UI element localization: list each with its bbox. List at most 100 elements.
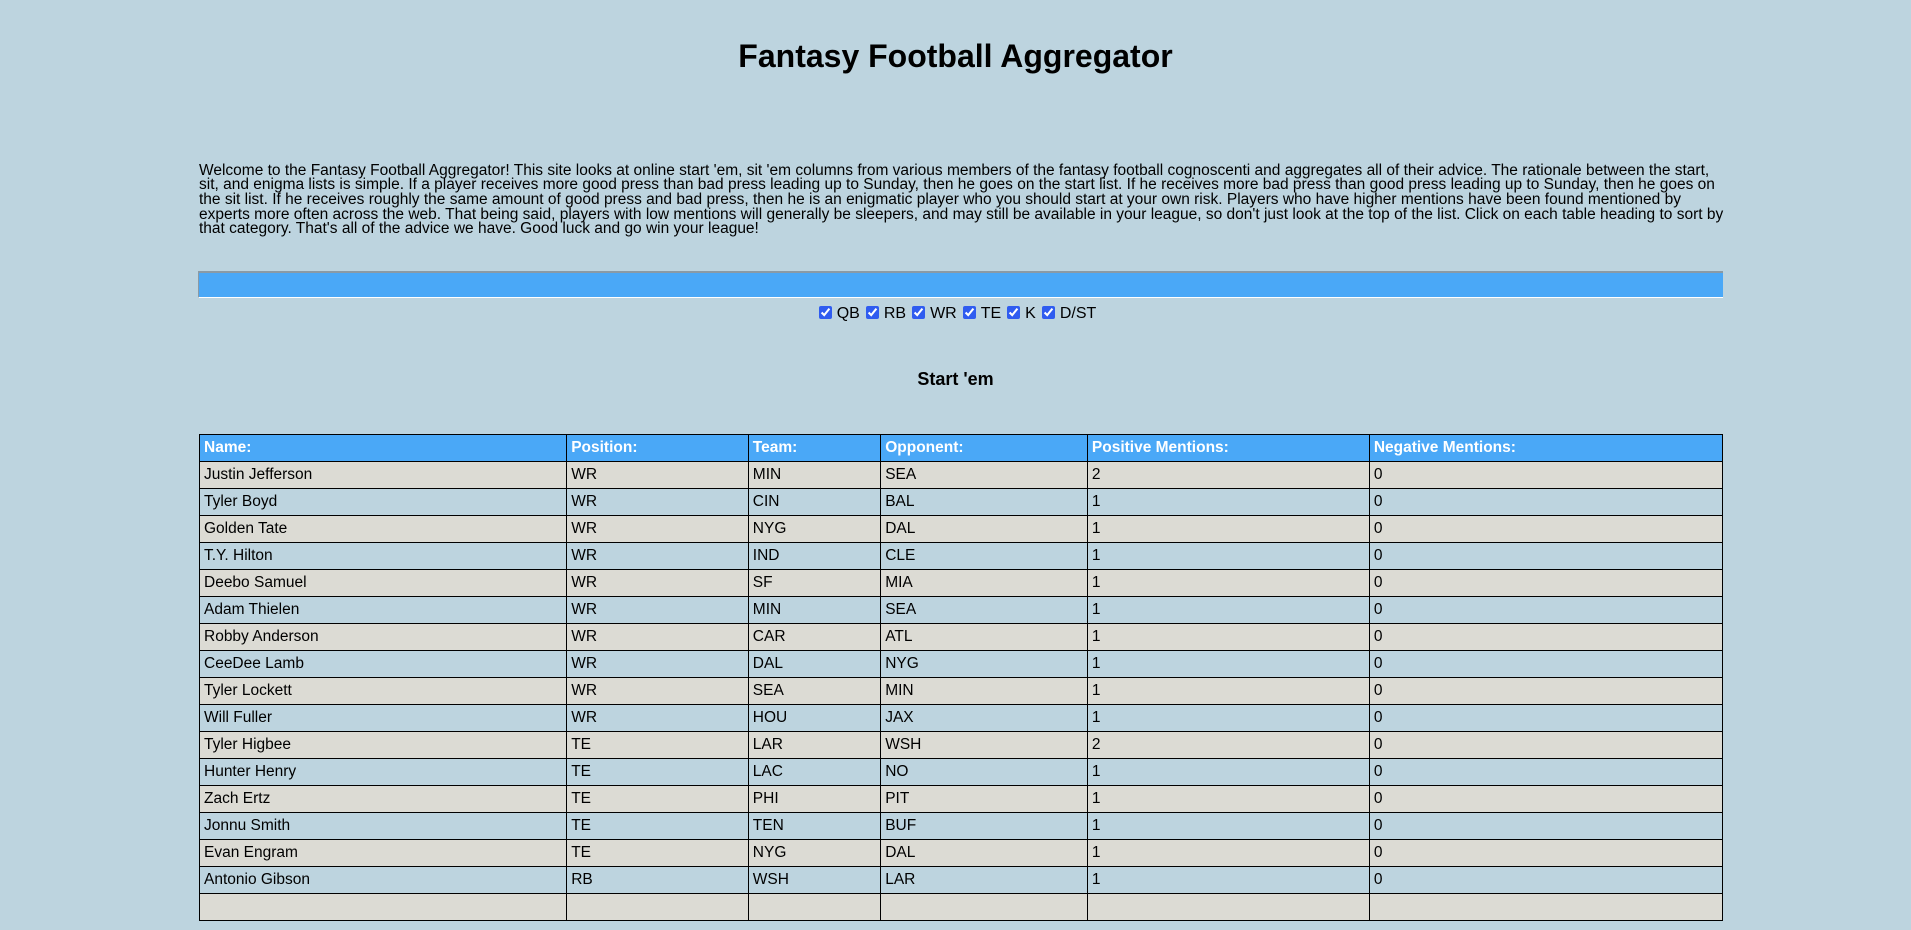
- table-cell: 1: [1086, 758, 1370, 786]
- table-cell: 1: [1086, 488, 1370, 516]
- table-row: Jonnu Smith TE TEN BUF 1 0: [198, 812, 1724, 840]
- column-header[interactable]: Opponent:: [880, 434, 1088, 462]
- table-cell: SEA: [880, 596, 1088, 624]
- column-header[interactable]: Position:: [566, 434, 749, 462]
- table-cell: 0: [1368, 542, 1724, 570]
- table-cell: 2: [1086, 731, 1370, 759]
- table-cell: 1: [1086, 839, 1370, 867]
- table-row: Robby Anderson WR CAR ATL 1 0: [198, 623, 1724, 651]
- table-cell: JAX: [880, 704, 1088, 732]
- column-header[interactable]: Positive Mentions:: [1086, 434, 1370, 462]
- table-cell: TE: [566, 839, 749, 867]
- table-cell: SEA: [880, 461, 1088, 489]
- table-cell: TE: [566, 758, 749, 786]
- filter-label: K: [1025, 305, 1036, 322]
- table-cell: 1: [1086, 785, 1370, 813]
- start-em-table: Name: Position: Team: Opponent: Positive Men…: [198, 434, 1724, 921]
- table-cell: WR: [566, 569, 749, 597]
- table-cell: CLE: [880, 542, 1088, 570]
- table-cell: Tyler Higbee: [198, 731, 568, 759]
- filter-k[interactable]: K: [1003, 305, 1036, 322]
- section-title: Start 'em: [917, 369, 994, 389]
- filter-checkbox[interactable]: [912, 306, 926, 319]
- intro-text: Welcome to the Fantasy Football Aggregat…: [199, 161, 1724, 238]
- table-cell: TE: [566, 731, 749, 759]
- table-row: Adam Thielen WR MIN SEA 1 0: [198, 596, 1724, 624]
- table-cell: Antonio Gibson: [198, 866, 568, 894]
- table-cell: 1: [1086, 542, 1370, 570]
- filter-checkbox[interactable]: [1041, 306, 1055, 319]
- table-row: Zach Ertz TE PHI PIT 1 0: [198, 785, 1724, 813]
- position-filters: QB RB WR TE K D/ST: [0, 305, 1911, 323]
- filter-label: QB: [836, 305, 860, 322]
- filter-checkbox[interactable]: [1007, 306, 1021, 319]
- filter-rb[interactable]: RB: [862, 305, 906, 322]
- table-cell: PIT: [880, 785, 1088, 813]
- table-cell: LAC: [747, 758, 882, 786]
- filter-wr[interactable]: WR: [908, 305, 957, 322]
- table-cell: HOU: [747, 704, 882, 732]
- table-cell: WR: [566, 488, 749, 516]
- table-cell: LAR: [880, 866, 1088, 894]
- table-cell: 0: [1368, 488, 1724, 516]
- table-cell: RB: [566, 866, 749, 894]
- column-header[interactable]: Negative Mentions:: [1368, 434, 1724, 462]
- table-cell: [1086, 893, 1370, 921]
- table-cell: CAR: [747, 623, 882, 651]
- table-cell: 1: [1086, 515, 1370, 543]
- table-cell: 1: [1086, 569, 1370, 597]
- table-cell: [1368, 893, 1724, 921]
- table-cell: [880, 893, 1088, 921]
- table-cell: NO: [880, 758, 1088, 786]
- table-cell: 1: [1086, 704, 1370, 732]
- table-cell: 1: [1086, 623, 1370, 651]
- table-cell: DAL: [880, 515, 1088, 543]
- table-cell: 0: [1368, 785, 1724, 813]
- table-row: T.Y. Hilton WR IND CLE 1 0: [198, 542, 1724, 570]
- table-cell: 0: [1368, 650, 1724, 678]
- table-row: Will Fuller WR HOU JAX 1 0: [198, 704, 1724, 732]
- table-cell: MIA: [880, 569, 1088, 597]
- filter-label: RB: [883, 305, 907, 322]
- table-cell: WR: [566, 461, 749, 489]
- table-cell: LAR: [747, 731, 882, 759]
- table-cell: 1: [1086, 866, 1370, 894]
- table-cell: Deebo Samuel: [198, 569, 568, 597]
- filter-checkbox[interactable]: [818, 306, 832, 319]
- table-cell: NYG: [747, 839, 882, 867]
- filter-te[interactable]: TE: [959, 305, 1001, 322]
- table-cell: [198, 893, 568, 921]
- table-cell: 0: [1368, 812, 1724, 840]
- filter-checkbox[interactable]: [865, 306, 879, 319]
- table-cell: 0: [1368, 866, 1724, 894]
- table-cell: 0: [1368, 677, 1724, 705]
- table-cell: 0: [1368, 596, 1724, 624]
- table-row: Tyler Lockett WR SEA MIN 1 0: [198, 677, 1724, 705]
- table-cell: WR: [566, 704, 749, 732]
- column-header[interactable]: Name:: [198, 434, 568, 462]
- table-cell: SEA: [747, 677, 882, 705]
- table-cell: CeeDee Lamb: [198, 650, 568, 678]
- table-cell: WR: [566, 650, 749, 678]
- filter-dst[interactable]: D/ST: [1038, 305, 1096, 322]
- table-row: Antonio Gibson RB WSH LAR 1 0: [198, 866, 1724, 894]
- column-header[interactable]: Team:: [747, 434, 882, 462]
- filter-label: WR: [930, 305, 957, 322]
- page-title: Fantasy Football Aggregator: [738, 38, 1173, 74]
- table-cell: SF: [747, 569, 882, 597]
- table-cell: 0: [1368, 758, 1724, 786]
- filter-checkbox[interactable]: [962, 306, 976, 319]
- table-cell: Jonnu Smith: [198, 812, 568, 840]
- table-cell: T.Y. Hilton: [198, 542, 568, 570]
- table-cell: 1: [1086, 812, 1370, 840]
- table-cell: 1: [1086, 677, 1370, 705]
- table-cell: [747, 893, 882, 921]
- table-cell: Tyler Lockett: [198, 677, 568, 705]
- table-cell: BUF: [880, 812, 1088, 840]
- filter-qb[interactable]: QB: [815, 305, 860, 322]
- table-cell: 1: [1086, 596, 1370, 624]
- table-cell: 0: [1368, 839, 1724, 867]
- table-cell: 0: [1368, 569, 1724, 597]
- table-cell: NYG: [880, 650, 1088, 678]
- filter-label: TE: [980, 305, 1002, 322]
